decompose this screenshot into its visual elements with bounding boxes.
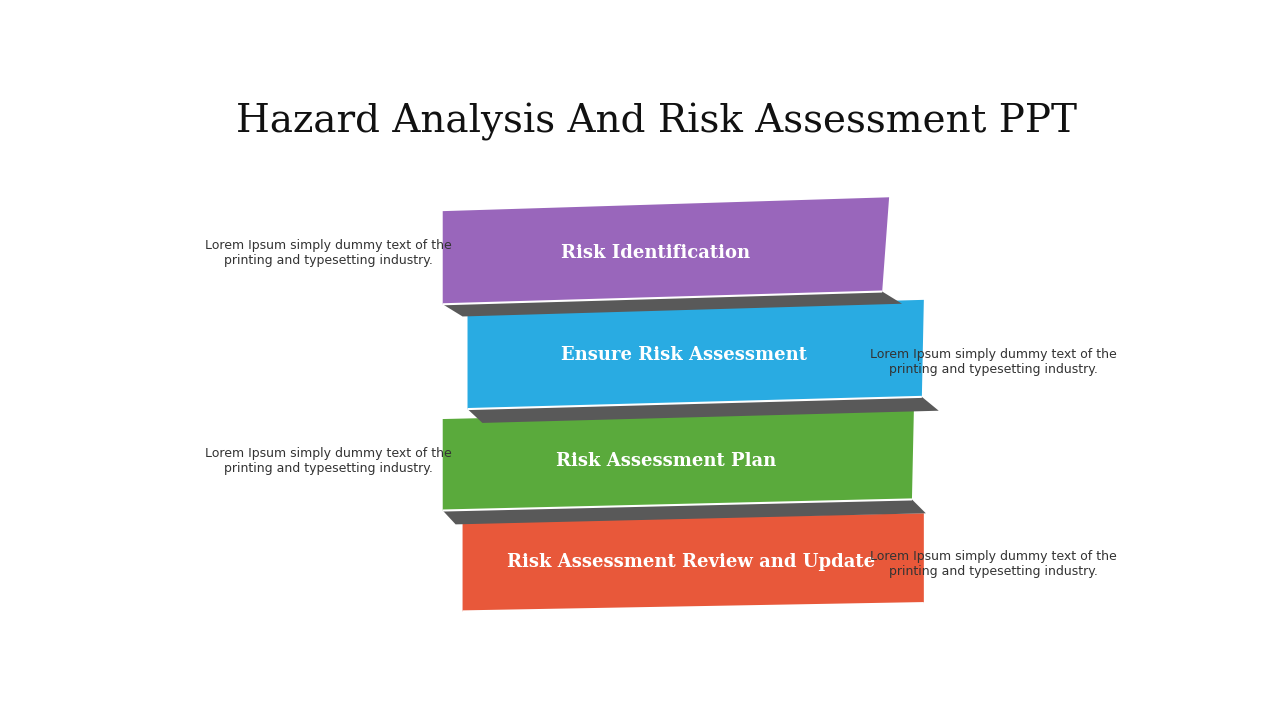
- Polygon shape: [467, 397, 938, 423]
- Polygon shape: [462, 513, 924, 611]
- Text: Risk Identification: Risk Identification: [562, 243, 750, 261]
- Text: Ensure Risk Assessment: Ensure Risk Assessment: [561, 346, 806, 364]
- Polygon shape: [443, 292, 902, 317]
- Text: Lorem Ipsum simply dummy text of the
printing and typesetting industry.: Lorem Ipsum simply dummy text of the pri…: [870, 550, 1116, 578]
- Text: Lorem Ipsum simply dummy text of the
printing and typesetting industry.: Lorem Ipsum simply dummy text of the pri…: [870, 348, 1116, 376]
- Polygon shape: [443, 408, 914, 510]
- Text: Lorem Ipsum simply dummy text of the
printing and typesetting industry.: Lorem Ipsum simply dummy text of the pri…: [205, 446, 452, 474]
- Text: Lorem Ipsum simply dummy text of the
printing and typesetting industry.: Lorem Ipsum simply dummy text of the pri…: [205, 239, 452, 266]
- Text: Risk Assessment Review and Update: Risk Assessment Review and Update: [507, 553, 874, 571]
- Polygon shape: [467, 300, 924, 409]
- Text: Hazard Analysis And Risk Assessment PPT: Hazard Analysis And Risk Assessment PPT: [236, 104, 1076, 141]
- Polygon shape: [443, 500, 925, 524]
- Text: Risk Assessment Plan: Risk Assessment Plan: [556, 451, 776, 469]
- Polygon shape: [443, 197, 890, 305]
